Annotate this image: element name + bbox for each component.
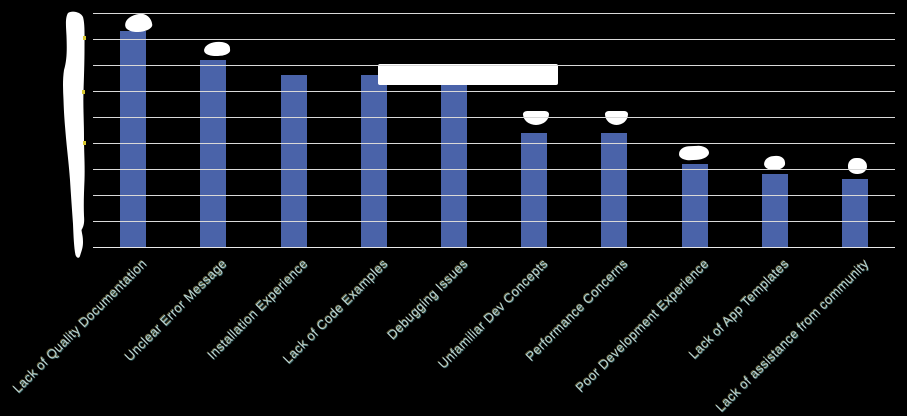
axis-label-remnant-1 bbox=[83, 36, 86, 40]
value-label-redaction bbox=[848, 158, 867, 174]
bar-6 bbox=[521, 132, 548, 247]
value-label-redaction bbox=[605, 111, 628, 125]
grid-line bbox=[93, 221, 895, 222]
value-label-redaction bbox=[678, 145, 710, 161]
bar-2 bbox=[200, 59, 227, 247]
redaction-box bbox=[378, 64, 558, 85]
bar-1 bbox=[120, 31, 147, 247]
bar-7 bbox=[601, 132, 628, 247]
grid-line bbox=[93, 143, 895, 144]
grid-line bbox=[93, 169, 895, 170]
grid-line bbox=[93, 65, 895, 66]
grid-line bbox=[93, 117, 895, 118]
value-label-redaction bbox=[203, 41, 231, 57]
grid-line bbox=[93, 39, 895, 40]
axis-label-remnant-3 bbox=[83, 141, 86, 145]
bar-9 bbox=[761, 174, 788, 247]
value-label-redaction bbox=[523, 111, 549, 125]
axis-label-remnant-2 bbox=[82, 90, 85, 94]
value-label-redaction bbox=[124, 12, 153, 34]
grid-line bbox=[93, 91, 895, 92]
plot-area bbox=[93, 12, 895, 248]
bar-5 bbox=[440, 75, 467, 247]
grid-line bbox=[93, 195, 895, 196]
y-axis-redaction-stroke bbox=[63, 11, 85, 258]
bar-3 bbox=[280, 75, 307, 247]
bar-4 bbox=[360, 75, 387, 247]
grid-line bbox=[93, 13, 895, 14]
bar-8 bbox=[681, 163, 708, 247]
x-axis-label: Lack of Quality Documentation bbox=[9, 256, 150, 396]
bar-10 bbox=[841, 179, 868, 247]
x-axis-line bbox=[93, 247, 895, 248]
